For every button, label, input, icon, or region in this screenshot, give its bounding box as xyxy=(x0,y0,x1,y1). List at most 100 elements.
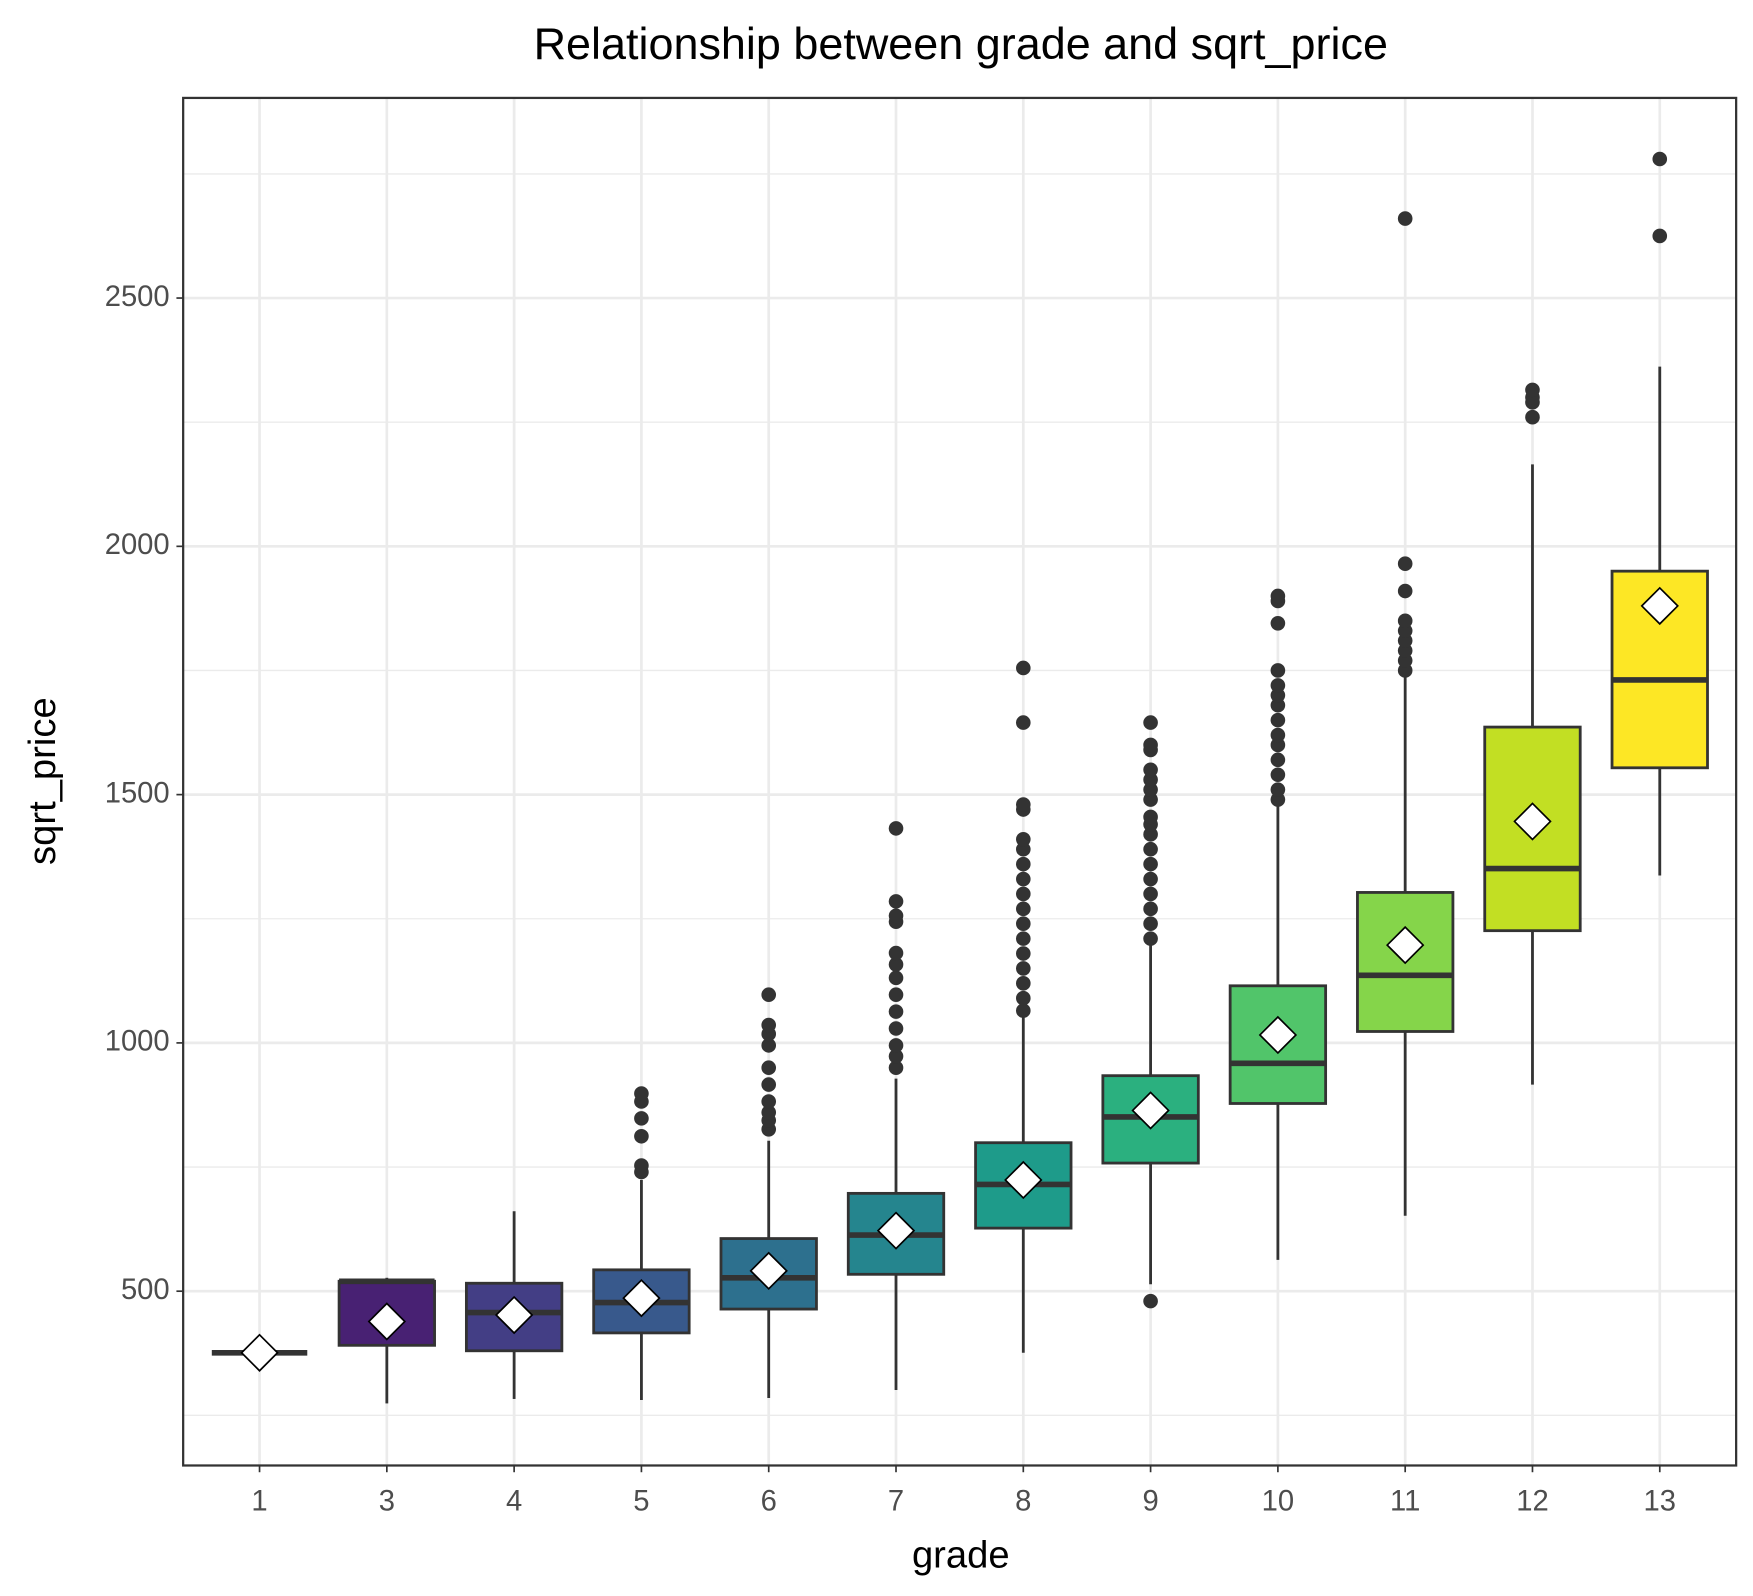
outlier xyxy=(1397,211,1413,226)
outlier xyxy=(888,1060,904,1076)
outlier xyxy=(1015,916,1031,932)
outlier xyxy=(1143,809,1158,825)
outlier xyxy=(888,1049,904,1064)
outlier xyxy=(1397,556,1413,572)
outlier xyxy=(1270,588,1286,604)
x-tick-label: 3 xyxy=(379,1485,395,1517)
outlier xyxy=(1015,660,1031,676)
y-tick-label: 500 xyxy=(121,1274,170,1306)
outlier xyxy=(1015,961,1031,976)
outlier xyxy=(1143,841,1158,857)
chart-title: Relationship between grade and sqrt_pric… xyxy=(534,18,1388,69)
outlier xyxy=(888,957,904,972)
outlier xyxy=(634,1128,649,1144)
x-tick-label: 5 xyxy=(633,1485,649,1517)
y-tick-label: 1500 xyxy=(105,777,170,809)
mean-marker xyxy=(1004,1160,1043,1200)
outlier xyxy=(761,1094,777,1109)
mean-marker xyxy=(494,1295,534,1335)
outlier xyxy=(888,987,904,1003)
outlier xyxy=(1525,409,1540,425)
outlier xyxy=(1143,762,1158,778)
outlier xyxy=(634,1086,649,1101)
y-tick-label: 2500 xyxy=(105,281,170,313)
outlier xyxy=(1015,715,1031,730)
outlier xyxy=(1143,856,1158,872)
x-tick-label: 13 xyxy=(1644,1485,1676,1517)
outlier xyxy=(1652,228,1668,244)
outlier xyxy=(1143,871,1158,887)
outlier xyxy=(888,970,904,986)
x-tick-label: 4 xyxy=(506,1485,522,1517)
outlier xyxy=(1143,737,1158,753)
mean-marker xyxy=(1386,925,1425,965)
outlier xyxy=(1270,712,1286,728)
outlier xyxy=(1143,1293,1158,1309)
outlier xyxy=(1270,782,1286,797)
mean-marker xyxy=(1640,586,1679,626)
outlier xyxy=(1015,931,1031,946)
x-tick-label: 8 xyxy=(1015,1485,1031,1517)
outlier xyxy=(1015,797,1031,812)
y-axis-label: sqrt_price xyxy=(21,697,64,865)
outlier xyxy=(1015,976,1031,991)
x-axis-label: grade xyxy=(912,1534,1010,1577)
outlier xyxy=(1143,715,1158,730)
outlier xyxy=(1015,886,1031,902)
outlier xyxy=(761,1105,777,1120)
outlier xyxy=(1270,615,1286,631)
outlier xyxy=(1652,151,1668,167)
outlier xyxy=(1143,931,1158,946)
outlier xyxy=(1015,946,1031,961)
outlier xyxy=(888,821,904,836)
mean-marker xyxy=(749,1251,788,1290)
mean-marker xyxy=(876,1211,916,1250)
x-tick-label: 1 xyxy=(251,1485,267,1517)
outlier xyxy=(1143,886,1158,902)
mean-marker xyxy=(1131,1091,1170,1130)
x-tick-label: 6 xyxy=(761,1485,777,1517)
outlier xyxy=(888,894,904,909)
outlier xyxy=(1015,856,1031,872)
outlier xyxy=(888,945,904,961)
outlier xyxy=(761,987,777,1003)
outlier xyxy=(1397,583,1413,599)
mean-marker xyxy=(1513,802,1552,841)
outlier xyxy=(1015,990,1031,1006)
outlier xyxy=(1143,901,1158,917)
outlier xyxy=(1015,901,1031,917)
outlier xyxy=(761,1017,777,1033)
mean-marker xyxy=(367,1302,407,1341)
outlier xyxy=(1270,752,1286,768)
mean-marker xyxy=(240,1333,279,1372)
outlier xyxy=(888,1004,904,1019)
mean-marker xyxy=(1258,1015,1298,1055)
outlier xyxy=(1143,916,1158,932)
y-tick-label: 1000 xyxy=(105,1026,170,1058)
outlier xyxy=(761,1038,777,1053)
outlier xyxy=(888,1021,904,1036)
outlier xyxy=(1015,832,1031,847)
outlier xyxy=(1270,663,1286,678)
x-tick-label: 10 xyxy=(1262,1485,1294,1517)
outlier xyxy=(1270,767,1286,783)
mean-marker xyxy=(622,1278,661,1318)
x-tick-label: 12 xyxy=(1516,1485,1548,1517)
x-tick-label: 11 xyxy=(1390,1485,1420,1517)
outlier xyxy=(888,1038,904,1053)
outlier xyxy=(1270,678,1286,693)
y-tick-label: 2000 xyxy=(105,529,170,561)
outlier xyxy=(1397,613,1413,629)
outlier xyxy=(761,1077,777,1092)
box xyxy=(719,1237,818,1311)
outlier xyxy=(1015,871,1031,887)
x-tick-label: 7 xyxy=(888,1485,904,1517)
x-tick-label: 9 xyxy=(1142,1485,1158,1517)
outlier xyxy=(888,908,904,924)
outlier xyxy=(761,1060,777,1076)
outlier xyxy=(1015,1003,1031,1018)
outlier xyxy=(634,1158,649,1173)
outlier xyxy=(634,1111,649,1126)
